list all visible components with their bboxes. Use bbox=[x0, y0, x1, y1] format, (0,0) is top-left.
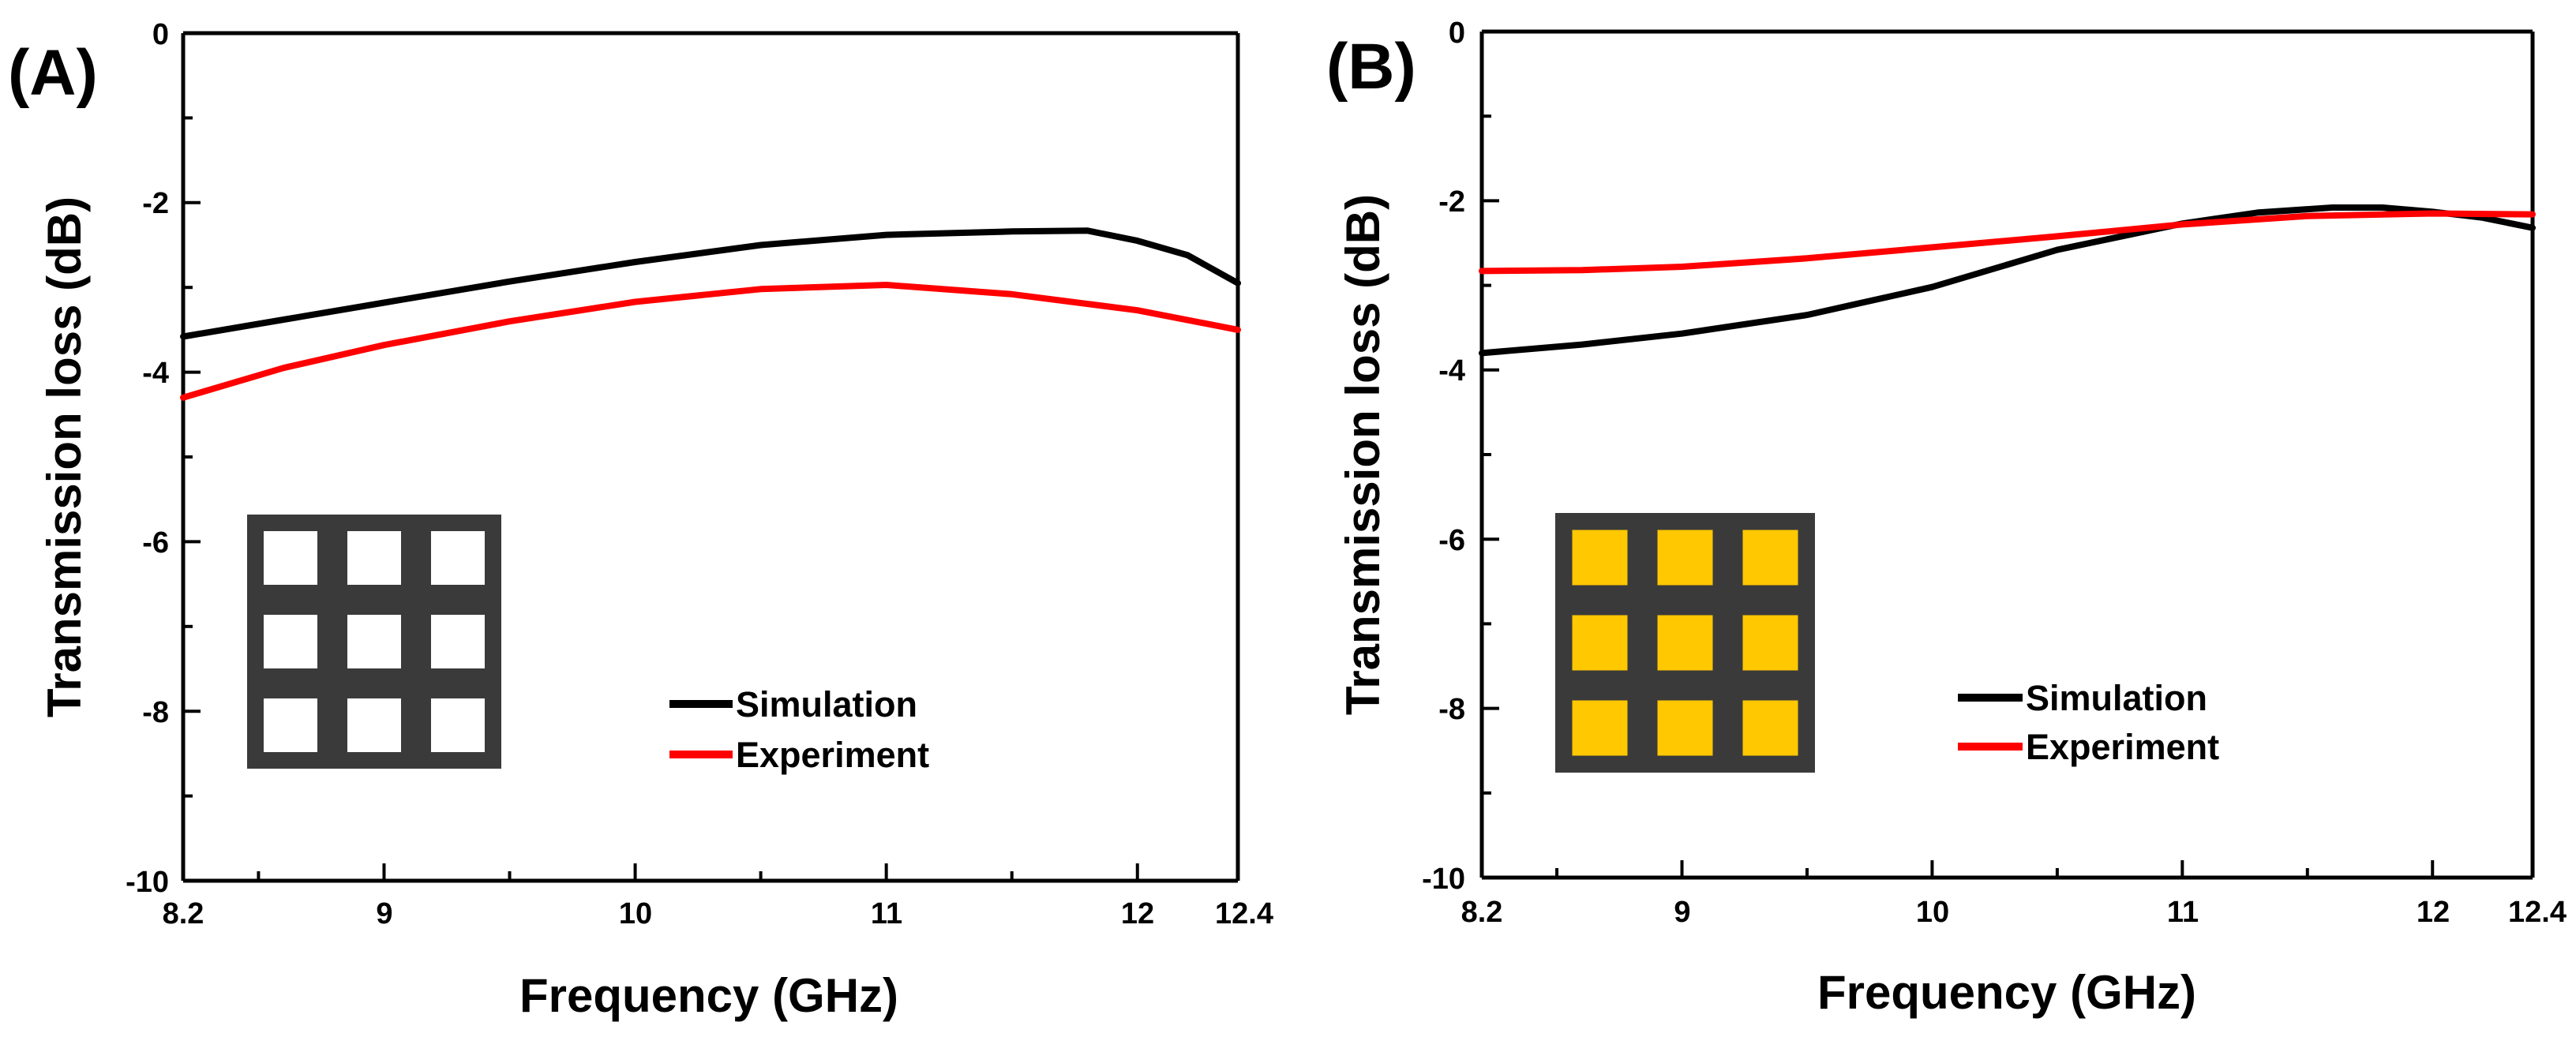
panel-b-ytick-label: -6 bbox=[1438, 524, 1465, 557]
panel-b-ytick-label: -10 bbox=[1422, 863, 1465, 896]
panel-a-legend: Simulation Experiment bbox=[669, 684, 929, 775]
panel-b-inset-cell bbox=[1742, 530, 1798, 586]
panel-a-xtick-label: 9 bbox=[376, 897, 392, 930]
panel-a-inset-cell bbox=[347, 698, 401, 752]
panel-b-xtick-label: 10 bbox=[1916, 896, 1949, 929]
panel-b-ticks bbox=[1482, 30, 2435, 879]
panel-a-inset-cell bbox=[264, 615, 317, 668]
panel-b-x-axis-title: Frequency (GHz) bbox=[1817, 966, 2196, 1019]
panel-a-series bbox=[180, 227, 1241, 401]
panel-b-inset-cell bbox=[1572, 615, 1628, 671]
panel-a-inset-cell bbox=[347, 531, 401, 585]
panel-a-xtick-label: 8.2 bbox=[163, 897, 204, 930]
panel-a-ytick-label: -6 bbox=[142, 526, 169, 560]
panel-b-series bbox=[1479, 204, 2536, 357]
panel-b-legend-label-experiment: Experiment bbox=[2026, 727, 2219, 767]
panel-a-ytick-label: -8 bbox=[142, 696, 169, 729]
panel-a-ytick-label: -10 bbox=[126, 866, 169, 899]
panel-b-inset-cell bbox=[1742, 615, 1798, 671]
panel-b-inset-cell bbox=[1742, 700, 1798, 756]
panel-a-label: (A) bbox=[8, 37, 98, 109]
panel-b-xtick-label: 8.2 bbox=[1461, 896, 1503, 929]
panel-a-ytick-label: 0 bbox=[152, 18, 169, 51]
panel-a-inset-cell bbox=[347, 615, 401, 668]
panel-a-ytick-label: -2 bbox=[142, 187, 169, 220]
panel-b-series-experiment-line bbox=[1479, 210, 2536, 275]
panel-b-ytick-label: 0 bbox=[1449, 17, 1465, 50]
panel-a-y-axis-title: Transmission loss (dB) bbox=[38, 197, 91, 717]
panel-b-inset-cell bbox=[1572, 700, 1628, 756]
panel-b-inset-grid-pattern bbox=[1555, 513, 1815, 773]
panel-b-ytick-label: -4 bbox=[1438, 354, 1465, 387]
panel-a-inset-cell bbox=[431, 698, 485, 752]
panel-b-legend-label-simulation: Simulation bbox=[2026, 678, 2207, 718]
panel-b-ytick-label: -2 bbox=[1438, 185, 1465, 219]
panel-b-xtick-label: 11 bbox=[2167, 896, 2199, 929]
panel-b-plot-area bbox=[1479, 29, 2536, 880]
panel-a-ticks bbox=[183, 32, 1139, 882]
panel-a-series-experiment-line bbox=[180, 282, 1241, 401]
panel-b-xtick-label: 12.4 bbox=[2508, 896, 2567, 929]
panel-a-inset-grid-pattern bbox=[247, 515, 501, 769]
panel-b-legend: Simulation Experiment bbox=[1958, 678, 2219, 767]
panel-a-series-simulation-line bbox=[180, 227, 1241, 340]
panel-a-xtick-label: 10 bbox=[619, 897, 652, 930]
panel-a-xtick-label: 12.4 bbox=[1215, 897, 1273, 930]
panel-a-inset-cell bbox=[264, 698, 317, 752]
panel-a-inset-cell bbox=[431, 531, 485, 585]
panel-a-xtick-label: 12 bbox=[1121, 897, 1154, 930]
panel-b-inset-cell bbox=[1657, 615, 1713, 671]
panel-b-inset-cell bbox=[1657, 700, 1713, 756]
panel-a-x-axis-title: Frequency (GHz) bbox=[519, 969, 898, 1022]
panel-a-inset-cell bbox=[431, 615, 485, 668]
panel-b-y-axis-title: Transmission loss (dB) bbox=[1337, 194, 1389, 715]
panel-b-label: (B) bbox=[1326, 31, 1416, 103]
panel-b: (B) -10 -8 -6 -4 -2 0 8.2 9 10 11 12 12.… bbox=[1326, 17, 2567, 1019]
panel-a-legend-label-experiment: Experiment bbox=[736, 735, 929, 775]
panel-a-legend-label-simulation: Simulation bbox=[736, 684, 917, 724]
panel-b-series-simulation-line bbox=[1479, 204, 2536, 357]
panel-b-ytick-label: -8 bbox=[1438, 693, 1465, 726]
panel-b-inset-cell bbox=[1572, 530, 1628, 586]
panel-b-inset-cell bbox=[1657, 530, 1713, 586]
panel-b-xtick-label: 9 bbox=[1674, 896, 1690, 929]
panel-a-xtick-label: 11 bbox=[871, 897, 902, 930]
panel-a-plot-area bbox=[180, 31, 1241, 883]
panel-a-inset-cell bbox=[264, 531, 317, 585]
panel-a: (A) -10 -8 -6 -4 -2 0 8.2 9 10 11 12 12.… bbox=[8, 18, 1273, 1022]
panel-a-ytick-label: -4 bbox=[142, 357, 169, 390]
panel-b-xtick-label: 12 bbox=[2417, 896, 2450, 929]
